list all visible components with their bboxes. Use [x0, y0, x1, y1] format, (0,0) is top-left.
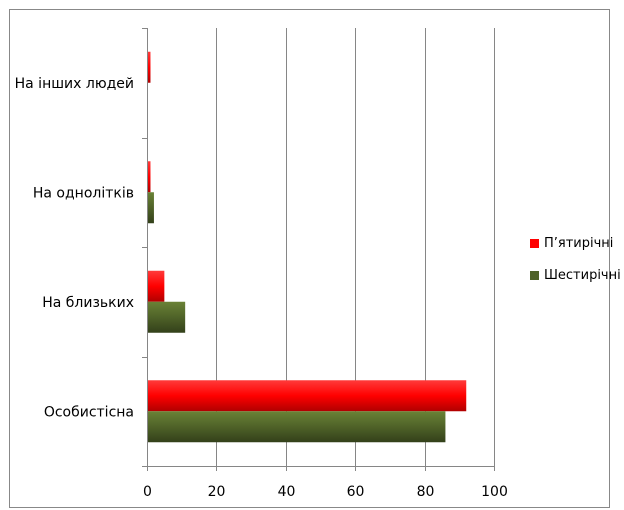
category-label: На інших людей: [15, 76, 134, 92]
x-tick-label: 60: [347, 484, 365, 500]
legend-label: Шестирічні: [544, 268, 621, 283]
category-label: На близьких: [42, 295, 134, 311]
legend-swatch-green: [530, 271, 539, 280]
bar-series-1: [147, 411, 446, 443]
bar-series-0: [147, 380, 467, 412]
legend-item-series-0: П’ятирічні: [530, 236, 613, 251]
legend-item-series-1: Шестирічні: [530, 268, 621, 283]
category-label: Особистісна: [44, 404, 134, 420]
bar-series-0: [147, 161, 151, 193]
x-tick-label: 0: [143, 484, 152, 500]
bar-series-1: [147, 301, 186, 333]
legend-label: П’ятирічні: [544, 236, 614, 251]
bar-series-0: [147, 270, 165, 302]
bar-series-1: [147, 192, 154, 224]
legend-swatch-red: [530, 239, 539, 248]
bar-series-0: [147, 51, 151, 83]
x-tick-label: 80: [417, 484, 435, 500]
x-tick-label: 100: [481, 484, 508, 500]
x-tick-label: 20: [208, 484, 226, 500]
category-label: На однолітків: [33, 185, 134, 201]
chart-border: [9, 9, 610, 508]
x-tick-label: 40: [278, 484, 296, 500]
